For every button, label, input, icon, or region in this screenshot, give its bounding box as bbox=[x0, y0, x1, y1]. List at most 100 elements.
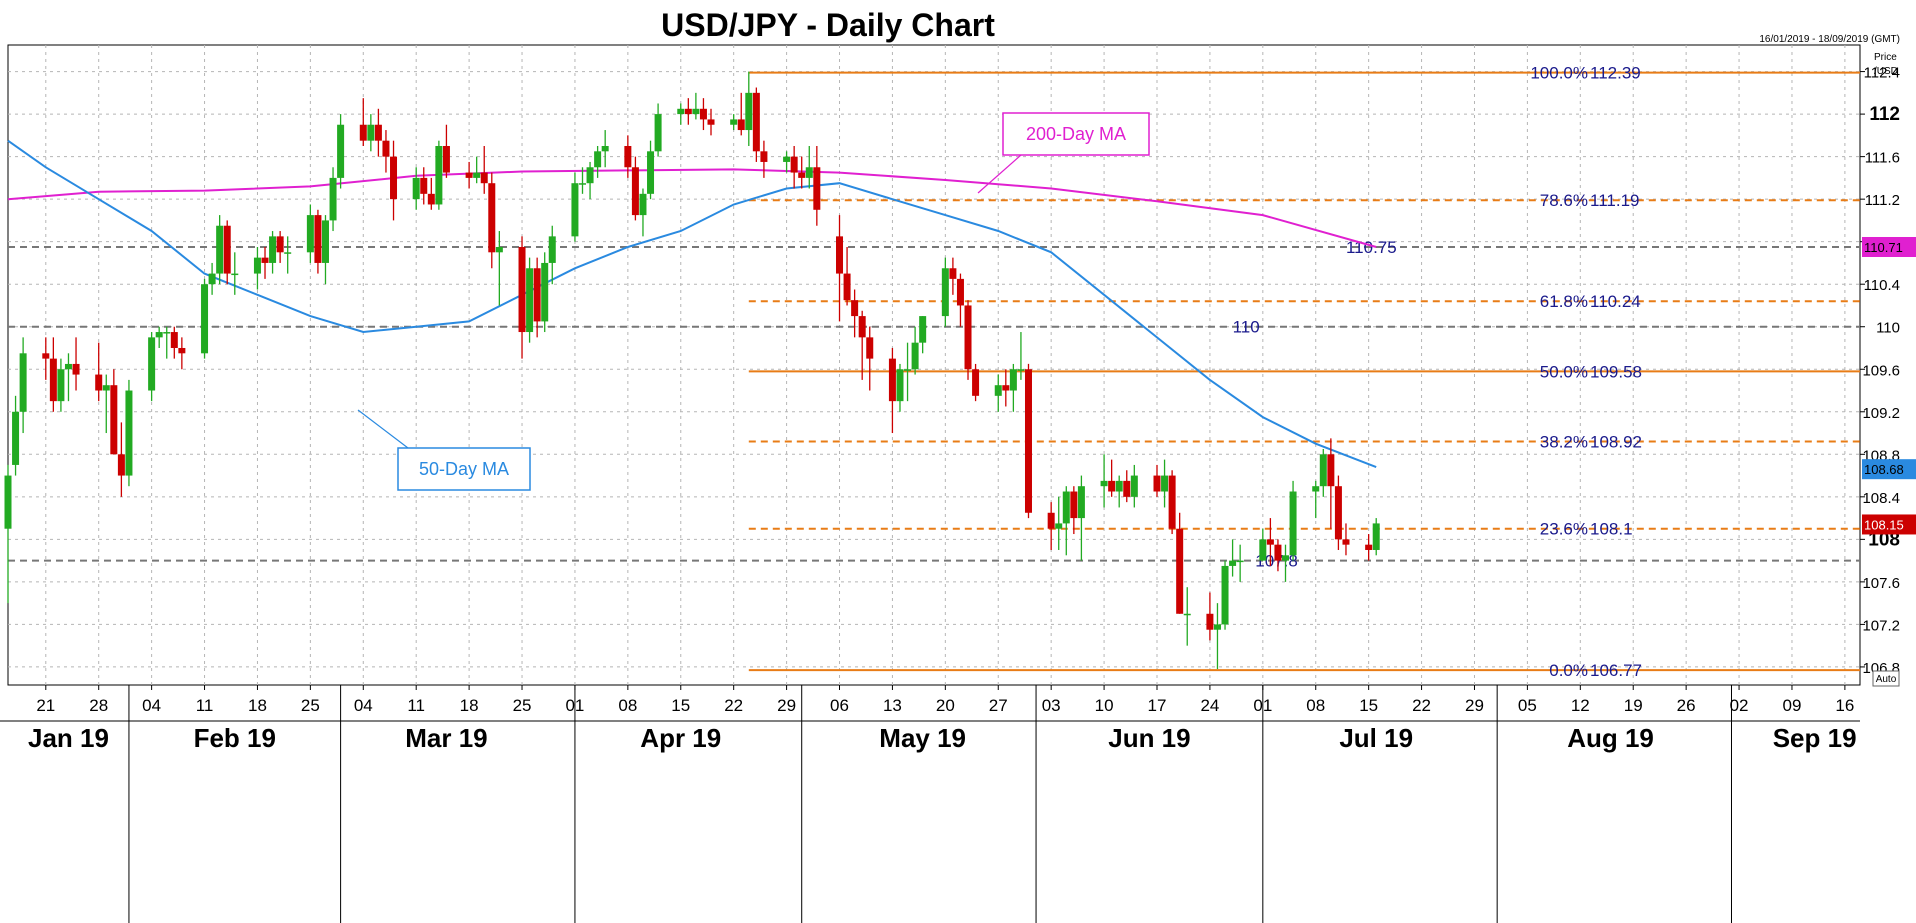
bullish-candle bbox=[4, 475, 12, 529]
bullish-candle bbox=[64, 363, 72, 370]
bearish-candle bbox=[110, 385, 118, 455]
bearish-candle bbox=[851, 300, 859, 317]
fib-level-pct: 23.6% bbox=[1540, 520, 1588, 539]
date-tick-label: 11 bbox=[407, 696, 425, 715]
bullish-candle bbox=[473, 172, 481, 178]
bullish-candle bbox=[102, 385, 110, 391]
date-tick-label: 18 bbox=[248, 696, 267, 715]
date-tick-label: 02 bbox=[1730, 696, 1749, 715]
bullish-candle bbox=[231, 273, 239, 276]
fib-level-pct: 61.8% bbox=[1540, 292, 1588, 311]
bearish-candle bbox=[888, 358, 896, 402]
date-tick-label: 03 bbox=[1042, 696, 1061, 715]
date-tick-label: 29 bbox=[1465, 696, 1484, 715]
horizontal-level-label: 110 bbox=[1233, 318, 1260, 337]
date-tick-label: 27 bbox=[989, 696, 1008, 715]
bearish-candle bbox=[956, 278, 964, 306]
bullish-candle bbox=[1009, 369, 1017, 391]
bearish-candle bbox=[488, 183, 496, 253]
ma200-callout-label: 200-Day MA bbox=[1026, 124, 1126, 144]
bearish-candle bbox=[1047, 512, 1055, 529]
bullish-candle bbox=[1372, 523, 1380, 550]
bullish-candle bbox=[783, 156, 791, 162]
bullish-candle bbox=[586, 167, 594, 184]
bearish-candle bbox=[420, 177, 428, 194]
date-tick-label: 25 bbox=[301, 696, 320, 715]
fib-level-pct: 50.0% bbox=[1540, 362, 1588, 381]
bullish-candle bbox=[1236, 560, 1244, 563]
bullish-candle bbox=[594, 151, 602, 168]
month-label: Sep 19 bbox=[1773, 723, 1857, 753]
price-tag-bg bbox=[1862, 514, 1916, 535]
bullish-candle bbox=[148, 337, 156, 391]
bullish-candle bbox=[253, 257, 261, 274]
date-tick-label: 26 bbox=[1677, 696, 1696, 715]
bearish-candle bbox=[1153, 475, 1161, 492]
bearish-candle bbox=[1168, 475, 1176, 529]
chart-title: USD/JPY - Daily Chart bbox=[661, 7, 995, 43]
price-tick-label: 107.2 bbox=[1862, 617, 1900, 634]
bullish-candle bbox=[163, 332, 171, 334]
ma200-callout-line bbox=[977, 154, 1022, 194]
date-tick-label: 08 bbox=[618, 696, 637, 715]
bullish-candle bbox=[1161, 475, 1169, 492]
bearish-candle bbox=[760, 151, 768, 162]
price-tick-label: 109.6 bbox=[1862, 362, 1900, 379]
bullish-candle bbox=[1077, 486, 1085, 519]
bearish-candle bbox=[737, 119, 745, 131]
date-tick-label: 05 bbox=[1518, 696, 1537, 715]
bullish-candle bbox=[745, 92, 753, 131]
bullish-candle bbox=[269, 236, 277, 263]
bearish-candle bbox=[276, 236, 284, 253]
bullish-candle bbox=[208, 273, 216, 285]
bullish-candle bbox=[526, 268, 534, 333]
bearish-candle bbox=[223, 225, 231, 274]
auto-scale-label: Auto bbox=[1876, 674, 1897, 685]
bearish-candle bbox=[42, 353, 50, 359]
price-tick-label: 108.4 bbox=[1862, 490, 1900, 507]
price-tick-label: 111.6 bbox=[1865, 150, 1900, 167]
ma50-line bbox=[7, 139, 1377, 469]
bullish-candle bbox=[1115, 480, 1123, 492]
bearish-candle bbox=[624, 145, 632, 168]
bearish-candle bbox=[117, 454, 125, 476]
bullish-candle bbox=[919, 316, 927, 343]
bearish-candle bbox=[1123, 480, 1131, 497]
ma50-callout-box bbox=[397, 447, 531, 491]
fib-level-pct: 38.2% bbox=[1540, 433, 1588, 452]
fib-level-price: 108.1 bbox=[1590, 520, 1633, 539]
bullish-candle bbox=[412, 177, 420, 200]
bullish-candle bbox=[1289, 491, 1297, 556]
bullish-candle bbox=[495, 246, 503, 253]
bearish-candle bbox=[359, 124, 367, 141]
bullish-candle bbox=[284, 252, 292, 254]
date-tick-label: 17 bbox=[1148, 696, 1167, 715]
month-label: Jun 19 bbox=[1108, 723, 1190, 753]
bullish-candle bbox=[216, 225, 224, 274]
bearish-candle bbox=[813, 167, 821, 210]
ma50-callout-line bbox=[357, 409, 409, 449]
bearish-candle bbox=[533, 268, 541, 322]
bullish-candle bbox=[201, 284, 209, 354]
bearish-candle bbox=[866, 337, 874, 359]
date-tick-label: 22 bbox=[1412, 696, 1431, 715]
date-tick-label: 29 bbox=[777, 696, 796, 715]
date-tick-label: 08 bbox=[1306, 696, 1325, 715]
bullish-candle bbox=[57, 369, 65, 402]
date-range-label: 16/01/2019 - 18/09/2019 (GMT) bbox=[1759, 34, 1900, 45]
bearish-candle bbox=[790, 156, 798, 173]
price-tag-label: 108.15 bbox=[1864, 517, 1904, 532]
bearish-candle bbox=[836, 236, 844, 274]
date-tick-label: 04 bbox=[142, 696, 161, 715]
bullish-candle bbox=[541, 262, 549, 322]
bearish-candle bbox=[49, 358, 57, 402]
month-label: May 19 bbox=[879, 723, 966, 753]
bearish-candle bbox=[261, 257, 269, 263]
bullish-candle bbox=[601, 145, 609, 152]
month-label: Mar 19 bbox=[405, 723, 487, 753]
bullish-candle bbox=[1282, 555, 1290, 561]
bearish-candle bbox=[699, 108, 707, 120]
bearish-candle bbox=[427, 193, 435, 205]
date-tick-label: 09 bbox=[1783, 696, 1802, 715]
date-tick-label: 11 bbox=[196, 696, 214, 715]
